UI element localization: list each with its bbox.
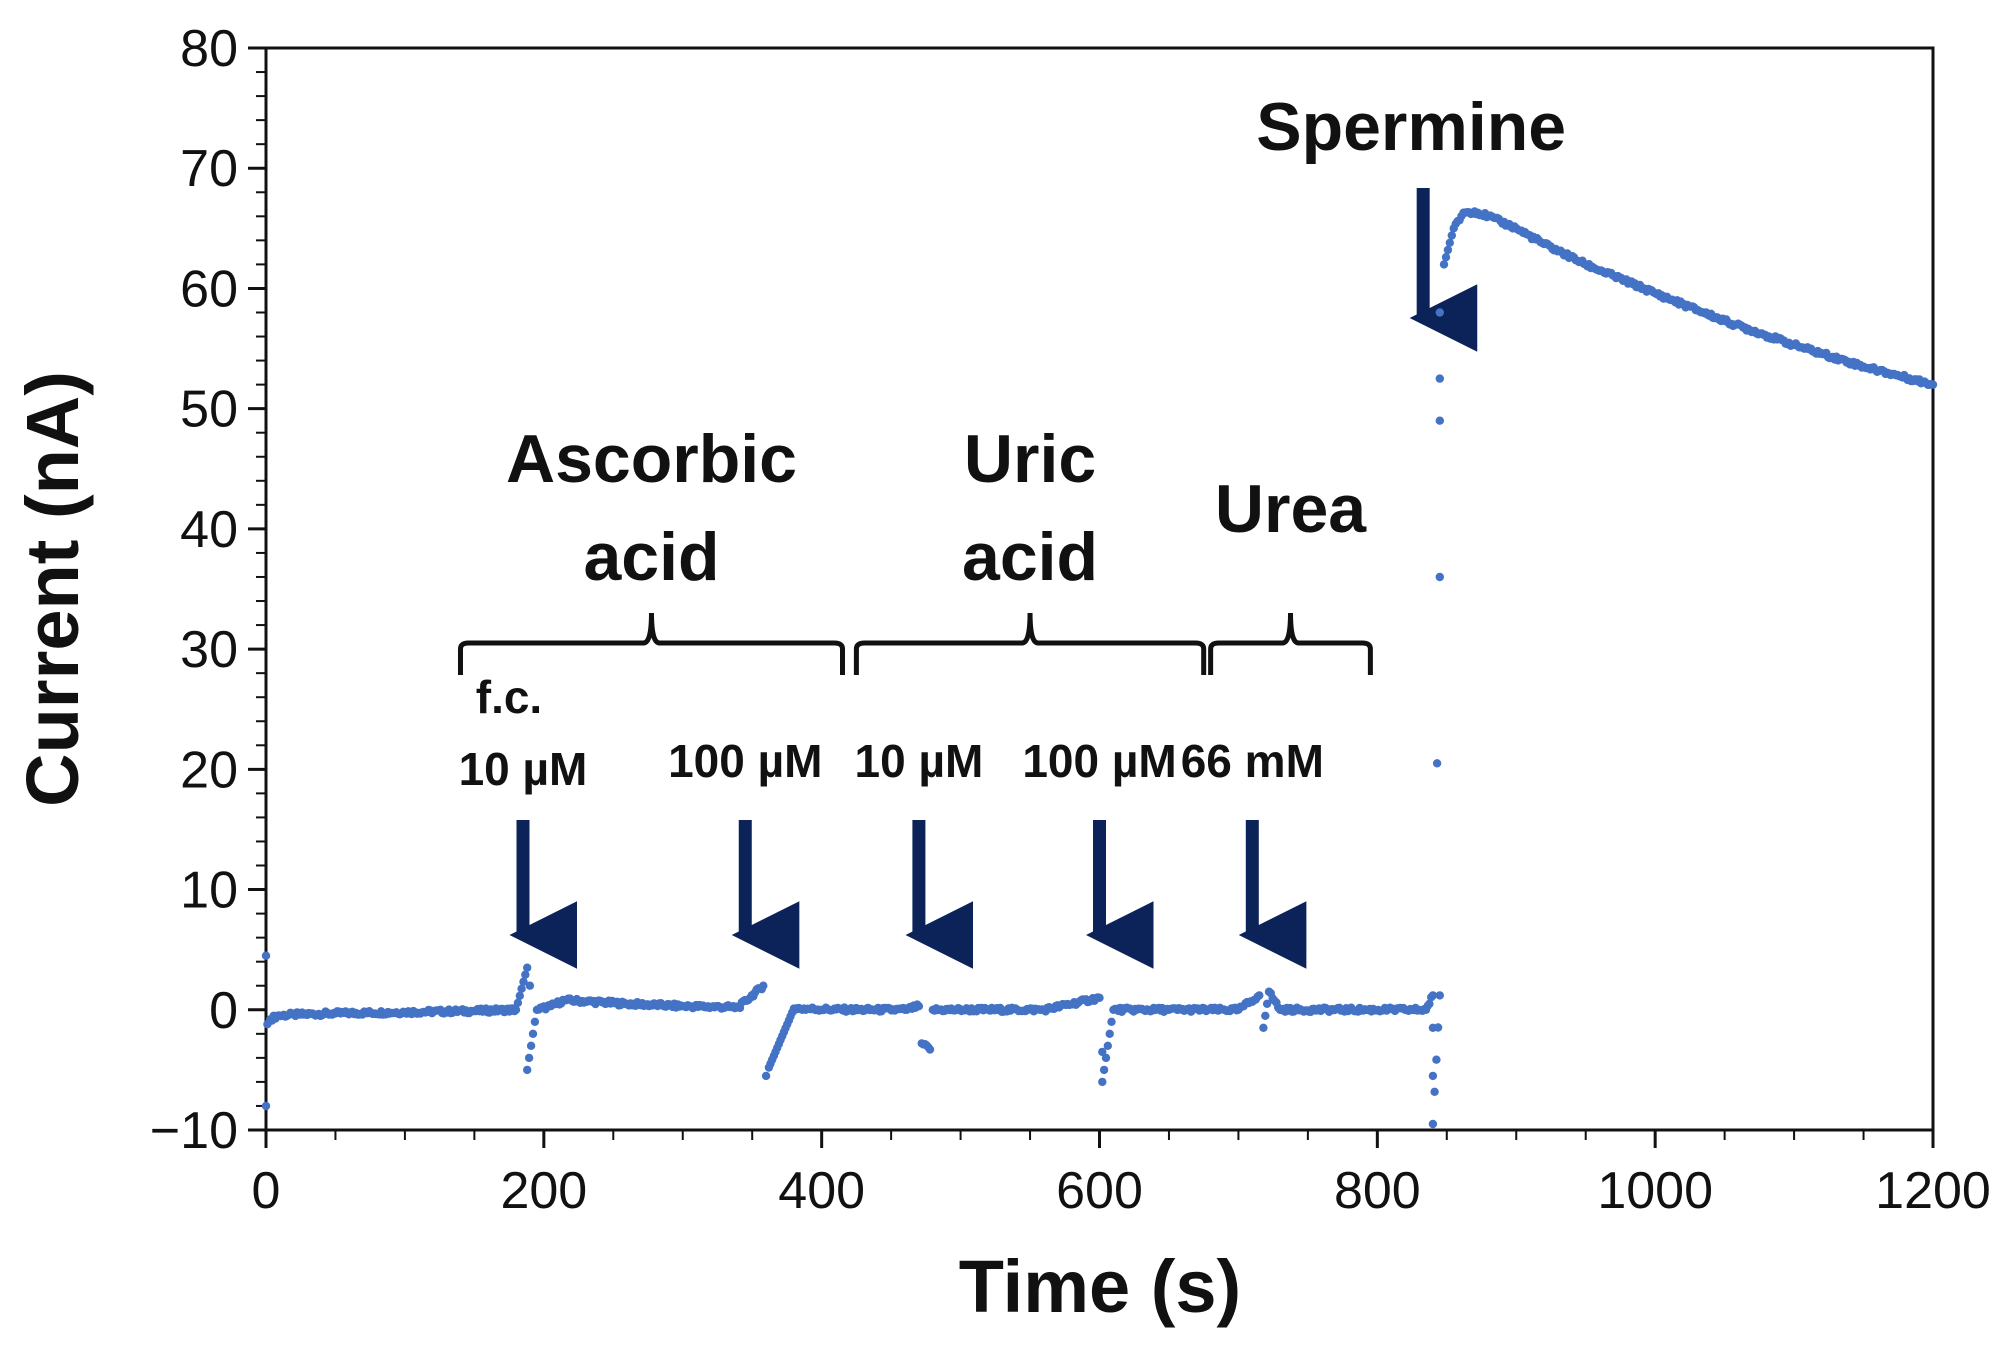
y-tick-label: 50 (180, 381, 238, 439)
axis-ticks (248, 46, 1935, 1148)
data-point (513, 998, 523, 1007)
data-point (528, 1029, 538, 1039)
data-point (1441, 253, 1451, 262)
data-point (1439, 260, 1449, 269)
data-point (1435, 416, 1445, 425)
annotations: Ascorbic acid Uric acid Urea f.c. 10 µM 100 µM 1… (457, 89, 1566, 969)
data-point (1433, 1023, 1443, 1032)
data-point (914, 1002, 924, 1011)
data-point (1447, 231, 1457, 240)
data-point (1430, 1087, 1439, 1097)
data-point (1425, 999, 1434, 1008)
y-tick-label: 70 (180, 140, 238, 198)
data-point (517, 984, 526, 993)
data-point (1432, 759, 1442, 768)
data-point (1103, 1041, 1113, 1051)
data-point (1099, 1065, 1109, 1075)
data-point (261, 951, 271, 960)
x-tick-label: 600 (1056, 1162, 1143, 1220)
data-point (1445, 238, 1455, 247)
concentration-label: 100 µM (1022, 735, 1176, 787)
data-point (1432, 1055, 1441, 1064)
x-tick-label: 800 (1334, 1162, 1421, 1220)
spermine-label: Spermine (1256, 89, 1566, 165)
tick-labels: 0 200 400 600 800 1000 1200−100102030405060708… (150, 20, 1991, 1220)
data-point (1261, 1011, 1270, 1020)
data-point (515, 991, 524, 1000)
data-point (519, 977, 528, 986)
data-series (261, 207, 1938, 1129)
data-point (925, 1045, 935, 1054)
data-point (1105, 1029, 1114, 1039)
y-tick-label: 10 (180, 862, 238, 920)
data-point (526, 1041, 536, 1051)
group-bracket (853, 612, 1207, 675)
y-axis-title: Current (nA) (11, 371, 94, 807)
x-tick-label: 200 (500, 1162, 587, 1220)
group-label: acid (583, 519, 719, 595)
data-point (1095, 993, 1104, 1002)
data-point (1443, 245, 1453, 255)
y-tick-label: 30 (180, 621, 238, 679)
y-tick-label: 80 (180, 20, 238, 78)
data-point (1107, 1017, 1116, 1026)
data-point (1428, 991, 1438, 1000)
data-point (1435, 374, 1445, 383)
data-point (1262, 999, 1272, 1008)
data-point (1101, 1053, 1111, 1063)
y-tick-label: 20 (180, 741, 238, 799)
data-point (523, 1065, 532, 1075)
group-label: Urea (1215, 471, 1367, 547)
concentration-label: 10 µM (855, 735, 984, 787)
group-label: Ascorbic (506, 421, 797, 497)
data-point (1928, 380, 1938, 389)
data-point (524, 1053, 534, 1063)
concentration-label: 66 mM (1181, 735, 1324, 787)
concentration-label: 100 µM (668, 735, 822, 787)
data-point (1259, 1023, 1268, 1032)
data-point (759, 981, 768, 990)
data-point (523, 963, 532, 972)
data-point (1098, 1047, 1107, 1057)
y-tick-label: 60 (180, 260, 238, 318)
data-point (511, 1005, 521, 1014)
group-label: acid (962, 519, 1098, 595)
group-bracket (1208, 612, 1373, 675)
y-tick-label: 40 (180, 501, 238, 559)
x-tick-label: 0 (252, 1162, 281, 1220)
x-tick-label: 400 (778, 1162, 865, 1220)
data-point (521, 970, 530, 979)
data-point (1435, 991, 1445, 1000)
data-point (1435, 572, 1445, 582)
group-label: Uric (964, 421, 1096, 497)
x-axis-title: Time (s) (959, 1245, 1241, 1328)
data-point (1428, 1071, 1438, 1081)
concentration-label: f.c. (476, 671, 542, 723)
x-tick-label: 1200 (1875, 1162, 1991, 1220)
x-tick-label: 1000 (1597, 1162, 1713, 1220)
data-point (530, 1017, 540, 1026)
plot-frame (264, 46, 1935, 1132)
concentration-label: 10 µM (459, 743, 588, 795)
data-point (1435, 308, 1445, 317)
data-point (1428, 1119, 1438, 1129)
y-tick-label: −10 (150, 1102, 238, 1160)
data-point (525, 981, 535, 990)
data-point (1098, 1077, 1107, 1087)
data-point (1255, 991, 1264, 1000)
y-tick-label: 0 (209, 982, 238, 1040)
data-point (261, 1101, 271, 1111)
group-bracket (457, 612, 846, 675)
data-point (761, 1071, 771, 1081)
